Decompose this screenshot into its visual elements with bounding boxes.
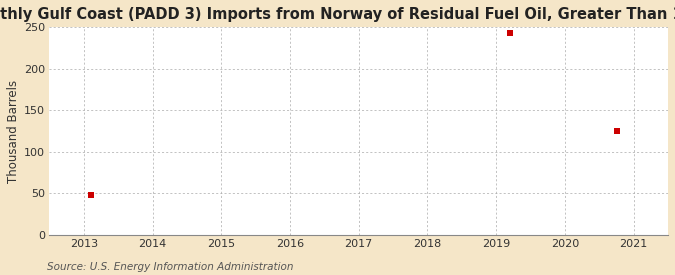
Y-axis label: Thousand Barrels: Thousand Barrels bbox=[7, 79, 20, 183]
Title: Monthly Gulf Coast (PADD 3) Imports from Norway of Residual Fuel Oil, Greater Th: Monthly Gulf Coast (PADD 3) Imports from… bbox=[0, 7, 675, 22]
Text: Source: U.S. Energy Information Administration: Source: U.S. Energy Information Administ… bbox=[47, 262, 294, 272]
